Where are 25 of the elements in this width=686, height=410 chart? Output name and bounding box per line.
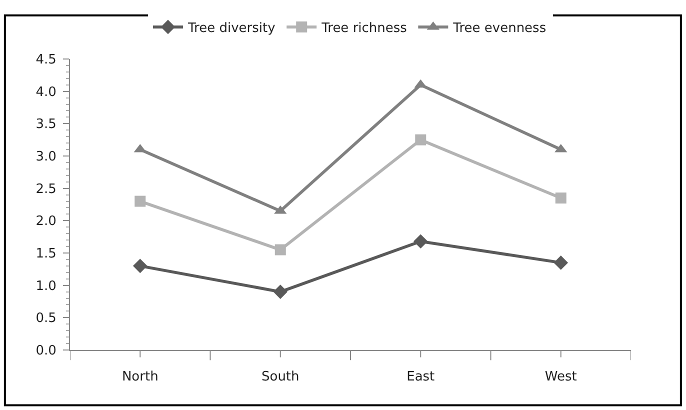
x-tick-label: North: [122, 370, 158, 385]
point: [554, 256, 568, 270]
y-tick-label: 0.5: [36, 311, 56, 326]
y-tick-label: 3.0: [36, 150, 56, 165]
point: [413, 234, 428, 249]
point: [415, 134, 426, 146]
x-tick-label: West: [544, 370, 577, 385]
y-tick-label: 2.5: [36, 182, 56, 197]
point: [132, 258, 148, 274]
legend-label: Tree diversity: [187, 21, 276, 36]
x-tick-label: South: [261, 370, 300, 385]
y-tick-label: 2.0: [36, 214, 56, 230]
legend-label: Tree evenness: [452, 21, 546, 36]
y-tick-label: 4.5: [36, 52, 56, 68]
y-tick-label: 1.0: [36, 278, 56, 294]
y-tick-label: 4.0: [36, 84, 56, 100]
point: [134, 196, 146, 207]
point: [273, 284, 288, 299]
y-tick-label: 0.0: [36, 344, 56, 359]
point: [274, 244, 286, 256]
y-tick-label: 1.5: [36, 246, 56, 262]
y-tick-label: 3.5: [36, 117, 56, 132]
legend-label: Tree richness: [320, 21, 408, 36]
point: [555, 192, 566, 204]
x-tick-label: East: [406, 370, 435, 385]
